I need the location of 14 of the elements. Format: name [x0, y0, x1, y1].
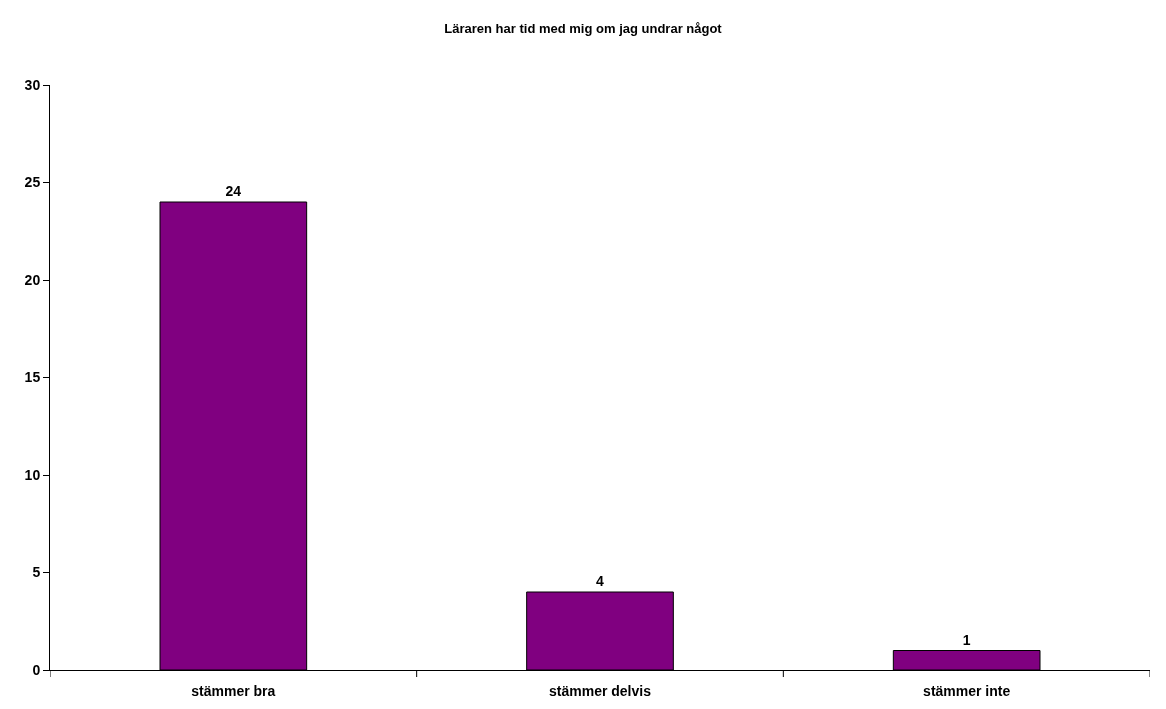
x-tick-label: stämmer inte	[923, 682, 1011, 699]
chart-title: Läraren har tid med mig om jag undrar något	[444, 20, 723, 36]
data-label: 1	[962, 631, 971, 648]
data-label: 4	[596, 573, 604, 589]
y-tick-label: 20	[24, 271, 41, 288]
y-tick-label: 10	[24, 466, 41, 483]
y-tick-label: 5	[32, 564, 41, 581]
y-tick-label: 25	[24, 174, 41, 191]
y-tick-label: 30	[24, 76, 41, 93]
x-tick-label: stämmer delvis	[549, 682, 652, 699]
data-label: 24	[225, 183, 242, 199]
x-tick-label: stämmer bra	[191, 682, 276, 699]
y-tick-label: 0	[32, 661, 41, 678]
y-tick-label: 15	[24, 369, 41, 386]
